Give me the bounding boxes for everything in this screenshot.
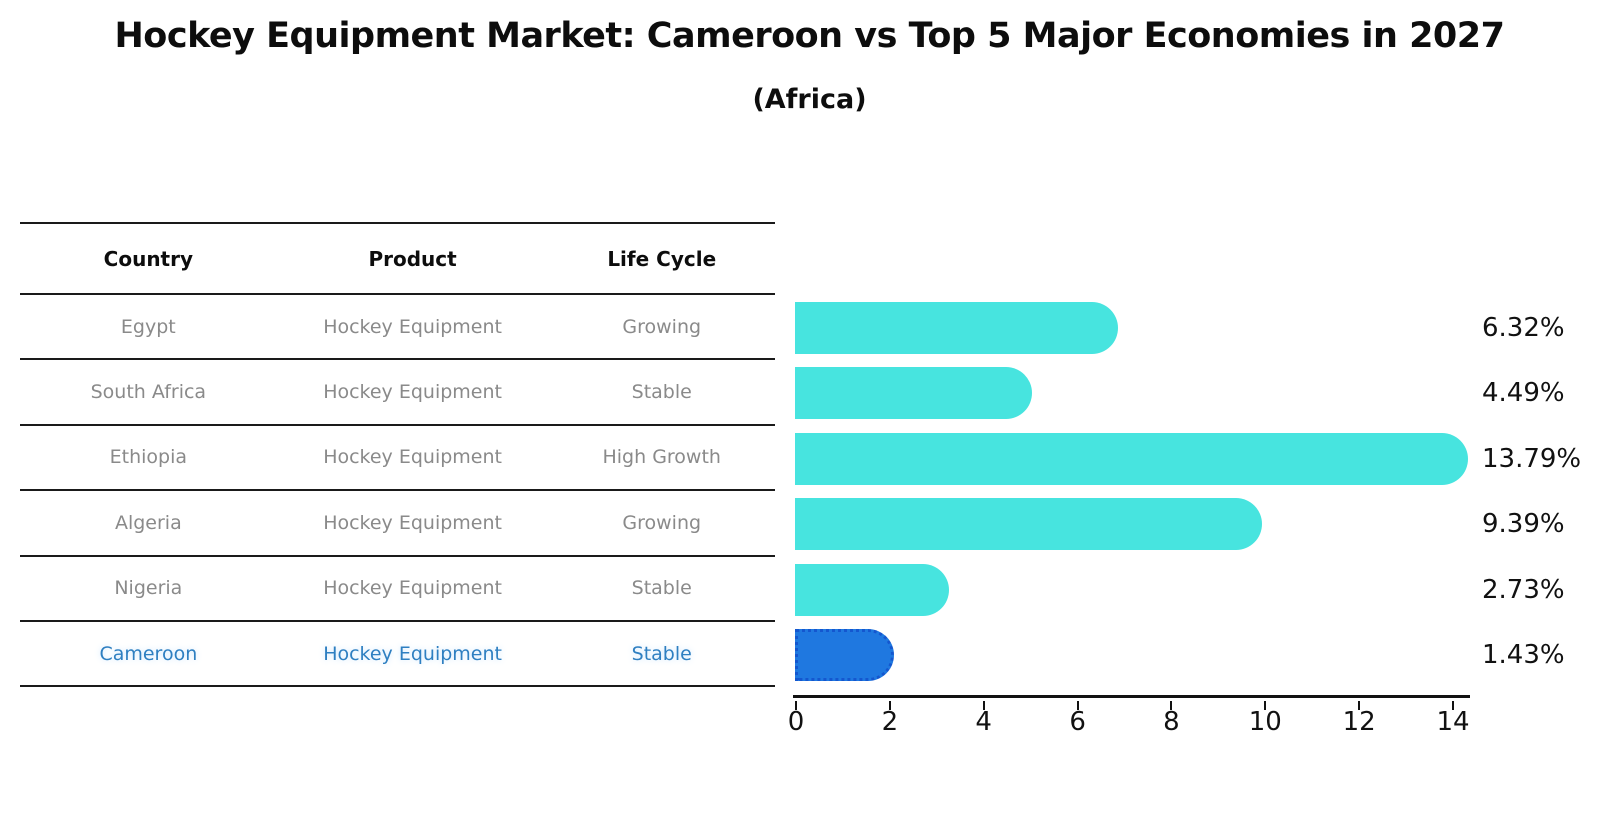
bar-cameroon	[795, 629, 895, 681]
table-header-row: Country Product Life Cycle	[20, 222, 775, 295]
column-header-product: Product	[368, 246, 457, 271]
table-row-ethiopia: Ethiopia Hockey Equipment High Growth	[20, 426, 775, 492]
page-title: Hockey Equipment Market: Cameroon vs Top…	[114, 16, 1505, 56]
x-axis-tick	[1358, 701, 1361, 710]
product-cell: Hockey Equipment	[323, 315, 502, 338]
lifecycle-cell: Stable	[631, 381, 692, 404]
bar-nigeria	[795, 563, 950, 616]
country-cell: Algeria	[114, 511, 182, 534]
column-header-lifecycle: Life Cycle	[607, 246, 717, 271]
bar-egypt	[795, 302, 1118, 354]
x-axis-tick-label: 6	[1069, 707, 1086, 737]
lifecycle-cell: Growing	[622, 315, 702, 338]
product-cell: Hockey Equipment	[323, 577, 502, 600]
country-cell: Egypt	[120, 315, 176, 338]
value-label-cameroon: 1.43%	[1482, 640, 1565, 670]
page-subtitle: (Africa)	[752, 84, 867, 115]
value-label-south-africa: 4.49%	[1482, 378, 1565, 409]
x-axis-tick-label: 0	[787, 707, 805, 737]
x-axis: 0 2 4 6 8 10 12 14	[788, 695, 1470, 737]
product-cell: Hockey Equipment	[323, 642, 502, 665]
country-cell: South Africa	[90, 381, 207, 404]
product-cell: Hockey Equipment	[323, 381, 502, 404]
x-axis-tick	[982, 701, 985, 710]
bar-south-africa	[795, 367, 1032, 420]
country-cell: Ethiopia	[109, 446, 188, 469]
country-cell: Nigeria	[114, 577, 183, 600]
column-header-country: Country	[103, 246, 194, 271]
x-axis-tick-label: 8	[1163, 707, 1180, 737]
product-cell: Hockey Equipment	[323, 446, 502, 469]
product-cell: Hockey Equipment	[323, 511, 502, 534]
table-row-egypt: Egypt Hockey Equipment Growing	[20, 295, 775, 361]
table-row-south-africa: South Africa Hockey Equipment Stable	[20, 360, 775, 426]
x-axis-tick	[888, 701, 891, 710]
x-axis-tick	[795, 701, 797, 710]
bar-ethiopia	[795, 432, 1469, 485]
x-axis-tick	[1170, 701, 1173, 710]
value-label-nigeria: 2.73%	[1482, 574, 1565, 605]
x-axis-tick	[1264, 701, 1267, 710]
x-axis-tick	[1452, 701, 1454, 710]
table-row-cameroon: Cameroon Hockey Equipment Stable	[20, 622, 775, 688]
value-label-ethiopia: 13.79%	[1482, 443, 1582, 474]
lifecycle-cell: Stable	[631, 642, 692, 665]
table-row-algeria: Algeria Hockey Equipment Growing	[20, 491, 775, 557]
x-axis-tick	[1076, 701, 1079, 710]
country-cell: Cameroon	[99, 642, 198, 665]
lifecycle-cell: Growing	[622, 511, 702, 534]
x-axis-tick-label: 10	[1248, 707, 1282, 737]
x-axis-tick-label: 12	[1342, 707, 1376, 737]
x-axis-tick-label: 2	[881, 707, 899, 737]
table-row-nigeria: Nigeria Hockey Equipment Stable	[20, 557, 775, 622]
lifecycle-cell: Stable	[631, 577, 692, 600]
x-axis-tick-label: 14	[1436, 707, 1470, 737]
bar-algeria	[795, 498, 1262, 551]
x-axis-tick-label: 4	[975, 707, 992, 737]
value-label-egypt: 6.32%	[1482, 313, 1565, 343]
lifecycle-cell: High Growth	[602, 446, 721, 469]
country-table: Country Product Life Cycle Egypt Hockey …	[20, 222, 775, 688]
value-label-algeria: 9.39%	[1482, 509, 1565, 540]
